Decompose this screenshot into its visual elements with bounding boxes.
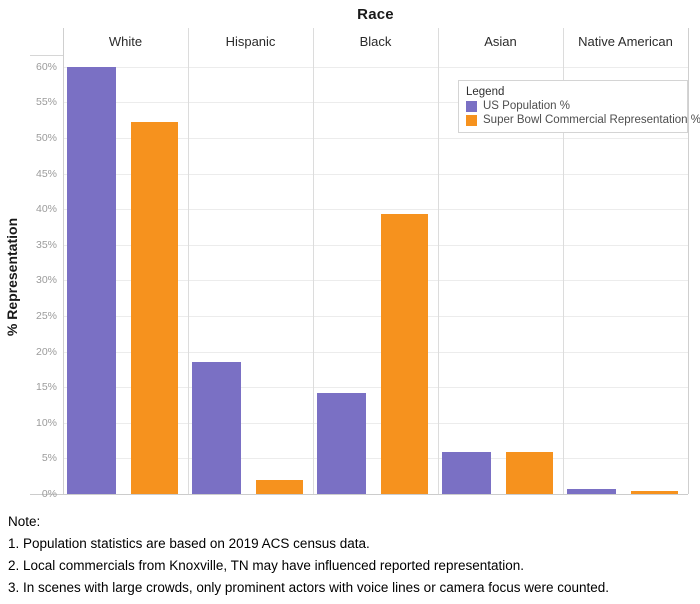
legend-item-label: Super Bowl Commercial Representation % (483, 114, 700, 126)
column-header-asian[interactable]: Asian (484, 34, 517, 49)
column-header-white[interactable]: White (108, 34, 143, 49)
legend-item-super-bowl[interactable]: Super Bowl Commercial Representation % (466, 113, 700, 127)
pane-separator-1 (188, 28, 189, 494)
note-line-3: 3. In scenes with large crowds, only pro… (8, 580, 610, 595)
pane-separator-4 (563, 28, 564, 494)
gridline-35 (63, 244, 688, 246)
y-tick-label-45: 45% (35, 167, 57, 180)
legend-item-us-population[interactable]: US Population % (466, 99, 680, 113)
bar-hispanic-super-bowl[interactable] (256, 480, 303, 494)
y-tick-label-50: 50% (35, 131, 57, 144)
y-tick-label-30: 30% (35, 274, 57, 287)
pane-separator-3 (438, 28, 439, 494)
y-axis-title: % Representation (4, 217, 20, 337)
y-tick-label-0: 0% (41, 488, 57, 500)
legend-swatch-icon (466, 114, 477, 126)
pane-white (63, 55, 188, 494)
bar-black-us-population[interactable] (317, 392, 366, 494)
pane-asian (438, 55, 563, 494)
gridline-40 (63, 209, 688, 211)
bar-white-us-population[interactable] (67, 66, 116, 494)
legend-title: Legend (466, 86, 505, 98)
note-line-1: 1. Population statistics are based on 20… (8, 536, 370, 551)
gridline-50 (63, 137, 688, 139)
column-header-native-american[interactable]: Native American (578, 34, 673, 49)
notes-heading: Note: (8, 514, 41, 529)
bar-white-super-bowl[interactable] (131, 122, 178, 494)
gridline-10 (63, 422, 688, 424)
notes-block: Note: 1. Population statistics are based… (8, 511, 696, 599)
bar-black-super-bowl[interactable] (381, 214, 428, 494)
gridline-25 (63, 315, 688, 317)
pane-separator-2 (313, 28, 314, 494)
bar-native-american-super-bowl[interactable] (631, 491, 678, 494)
bar-asian-super-bowl[interactable] (506, 451, 553, 494)
bar-native-american-us-population[interactable] (567, 489, 616, 494)
gridline-30 (63, 280, 688, 282)
chart-title: Race (357, 6, 394, 23)
y-tick-label-10: 10% (35, 416, 57, 429)
gridline-20 (63, 351, 688, 353)
gridline-55 (63, 102, 688, 104)
y-tick-label-25: 25% (35, 309, 57, 322)
y-tick-label-15: 15% (35, 381, 57, 394)
legend-box: Legend US Population % Super Bowl Commerc… (458, 80, 700, 133)
plot-area (63, 55, 688, 494)
notes-lines: 1. Population statistics are based on 20… (8, 533, 696, 599)
column-header-hispanic[interactable]: Hispanic (225, 34, 276, 49)
gridline-45 (63, 173, 688, 175)
y-tick-label-20: 20% (35, 345, 57, 358)
y-tick-label-55: 55% (35, 96, 57, 109)
pane-separator-5 (688, 28, 689, 494)
column-header-black[interactable]: Black (359, 34, 392, 49)
legend-item-label: US Population % (483, 100, 570, 112)
y-tick-label-60: 60% (35, 60, 57, 73)
legend-entries: US Population % Super Bowl Commercial Rep… (466, 99, 700, 127)
note-line-2: 2. Local commercials from Knoxville, TN … (8, 558, 524, 573)
gridline-15 (63, 387, 688, 389)
y-tick-label-35: 35% (35, 238, 57, 251)
pane-separator-0 (63, 28, 64, 494)
x-axis-line (30, 494, 688, 495)
legend-swatch-icon (466, 100, 477, 112)
pane-hispanic (188, 55, 313, 494)
y-tick-label-5: 5% (41, 452, 57, 465)
y-tick-label-40: 40% (35, 203, 57, 216)
gridline-5 (63, 458, 688, 460)
bar-asian-us-population[interactable] (442, 451, 491, 494)
bar-hispanic-us-population[interactable] (192, 362, 241, 494)
pane-black (313, 55, 438, 494)
gridline-60 (63, 66, 688, 68)
pane-native-american (563, 55, 688, 494)
